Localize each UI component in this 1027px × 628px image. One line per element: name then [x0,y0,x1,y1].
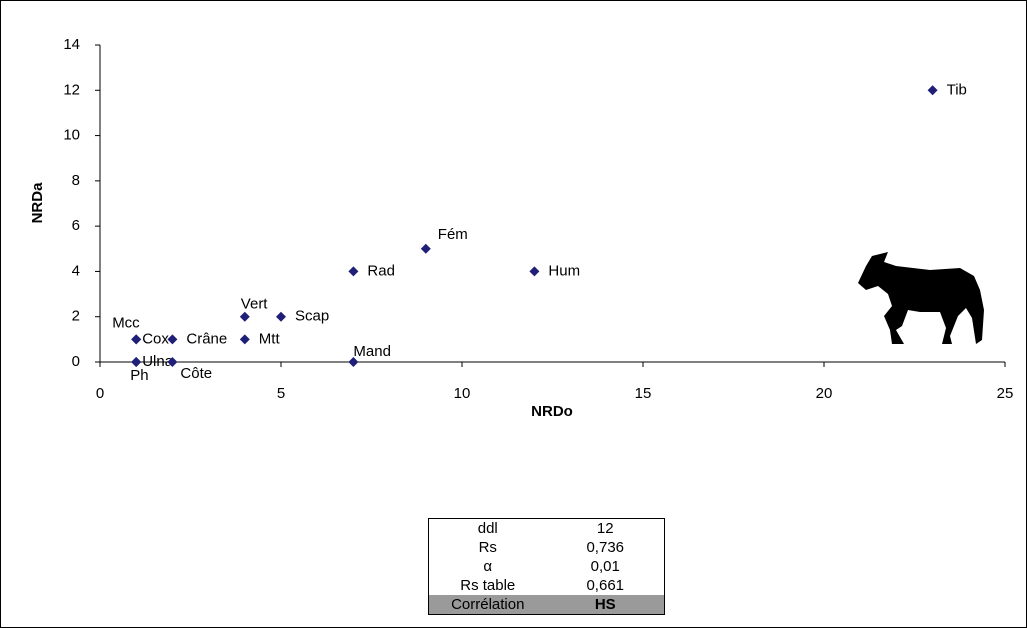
table-cell: 0,661 [586,577,625,594]
table-cell: HS [546,595,665,615]
y-tick-label: 12 [63,81,80,98]
x-tick-label: 20 [816,385,833,402]
y-tick-label: 8 [72,172,80,189]
point [348,357,359,367]
y-tick-label: 14 [63,36,80,53]
table-cell: ddl [477,520,498,537]
point-label: Ulna [142,353,174,370]
table-row: ddl 12 [429,519,665,539]
y-tick-label: 0 [72,353,80,370]
x-tick-label: 0 [96,385,104,402]
point [239,334,250,345]
point-label: Ph [130,367,148,384]
point-label: Hum [548,262,580,279]
point [927,85,938,96]
point-label: Mand [353,343,391,360]
point [348,266,359,277]
stats-table: ddl 12 Rs 0,736 α 0,01 Rs table 0,661 Corrélatio… [428,518,665,615]
table-cell: 0,736 [586,539,625,556]
point-label: Rad [367,262,395,279]
x-axis-label: NRDo [531,403,573,420]
point [420,243,431,254]
point-label: Fém [438,226,468,243]
x-tick-label: 25 [997,385,1014,402]
y-tick-label: 10 [63,127,80,144]
x-tick-label: 10 [454,385,471,402]
table-row: Rs 0,736 [429,538,665,557]
y-tick-label: 2 [72,308,80,325]
point-label: Mtt [259,330,281,347]
table-cell: α [483,558,493,575]
table-cell: 0,01 [590,558,620,575]
point-label: Vert [241,296,269,313]
point-label: Côte [180,365,212,382]
point [131,334,142,345]
point [529,266,540,277]
point [167,334,178,345]
point [239,311,250,322]
point-label: Crâne [186,330,227,347]
point-label: Tib [947,81,967,98]
table-cell: Rs [478,539,497,556]
table-cell: Rs table [460,577,516,594]
point [167,357,178,367]
point-label: Mcc [112,314,140,331]
x-tick-label: 5 [277,385,285,402]
point-label: Scap [295,308,329,325]
point [131,357,142,367]
table-row: α 0,01 [429,557,665,576]
point-label: Cox [142,330,169,347]
y-axis-label: NRDa [29,182,46,223]
table-cell: Corrélation [428,595,547,615]
point [276,311,286,322]
table-row: Rs table 0,661 [429,576,665,595]
y-tick-label: 6 [72,217,80,234]
horse-icon [858,252,984,344]
table-cell: 12 [596,520,614,537]
table-row: Corrélation HS [428,595,665,615]
y-tick-label: 4 [72,262,80,279]
x-tick-label: 15 [635,385,652,402]
